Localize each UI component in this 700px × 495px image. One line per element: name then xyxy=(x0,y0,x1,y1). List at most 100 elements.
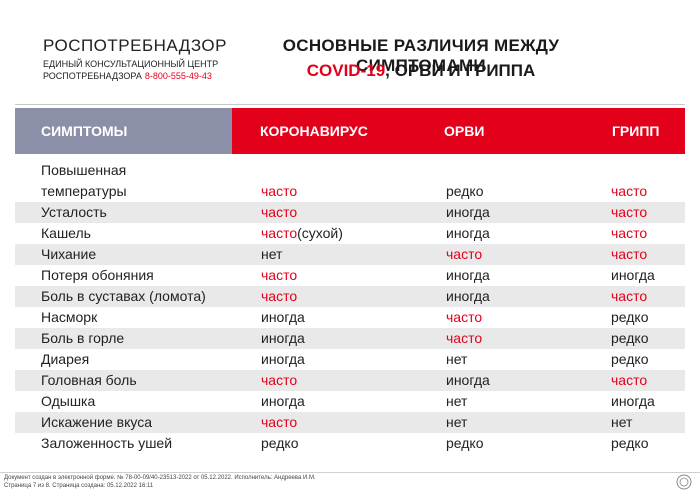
frequency-orvi: часто xyxy=(446,328,482,348)
frequency-orvi: иногда xyxy=(446,202,490,222)
frequency-value: иногда xyxy=(446,267,490,283)
frequency-value: редко xyxy=(446,435,484,451)
frequency-flu: иногда xyxy=(611,265,655,285)
frequency-value: нет xyxy=(446,351,468,367)
frequency-covid: часто xyxy=(261,286,297,306)
frequency-note: (сухой) xyxy=(297,225,343,241)
frequency-value: часто xyxy=(261,183,298,199)
frequency-covid: часто(сухой) xyxy=(261,223,343,243)
column-header-symptoms: СИМПТОМЫ xyxy=(15,108,232,154)
symptom-name-line1: Повышенная xyxy=(41,162,127,178)
symptom-name: температуры xyxy=(41,183,127,199)
frequency-value: нет xyxy=(446,393,468,409)
symptom-name: Головная боль xyxy=(41,372,137,388)
table-row: Искажение вкуса часто нет нет xyxy=(15,412,685,433)
frequency-orvi: нет xyxy=(446,412,467,432)
top-divider xyxy=(15,104,685,105)
frequency-flu: редко xyxy=(611,433,649,453)
frequency-flu: часто xyxy=(611,370,647,390)
frequency-flu: часто xyxy=(611,244,647,264)
column-header-red-band: КОРОНАВИРУС ОРВИ ГРИПП xyxy=(232,108,685,154)
frequency-value: часто xyxy=(261,288,298,304)
table-row: Одышка иногда нет иногда xyxy=(15,391,685,412)
document-footer: Документ создан в электронной форме. № 7… xyxy=(4,474,316,490)
column-label-orvi: ОРВИ xyxy=(444,123,485,139)
frequency-value: иногда xyxy=(446,225,490,241)
table-row: Насморк иногда часто редко xyxy=(15,307,685,328)
table-row: Усталость часто иногда часто xyxy=(15,202,685,223)
frequency-value: иногда xyxy=(261,351,305,367)
symptom-name: Потеря обоняния xyxy=(41,267,154,283)
frequency-value: часто xyxy=(611,246,648,262)
frequency-flu: часто xyxy=(611,223,647,243)
frequency-value: иногда xyxy=(446,372,490,388)
table-row: Боль в суставах (ломота) часто иногда часто xyxy=(15,286,685,307)
frequency-value: иногда xyxy=(446,204,490,220)
frequency-value: редко xyxy=(611,351,649,367)
frequency-covid: редко xyxy=(261,433,299,453)
frequency-value: часто xyxy=(611,183,648,199)
frequency-covid: нет xyxy=(261,244,282,264)
symptom-name: Боль в горле xyxy=(41,330,125,346)
frequency-flu: редко xyxy=(611,307,649,327)
frequency-value: редко xyxy=(261,435,299,451)
frequency-value: часто xyxy=(261,414,298,430)
frequency-covid: часто xyxy=(261,181,297,201)
frequency-orvi: часто xyxy=(446,244,482,264)
frequency-flu: иногда xyxy=(611,391,655,411)
frequency-value: часто xyxy=(261,204,298,220)
page-title-line1: ОСНОВНЫЕ РАЗЛИЧИЯ МЕЖДУ СИМПТОМАМИ xyxy=(282,36,560,75)
symptom-name: Боль в суставах (ломота) xyxy=(41,288,206,304)
frequency-covid: часто xyxy=(261,370,297,390)
table-row: Повышенная температуры часто редко часто xyxy=(15,160,685,202)
frequency-flu: часто xyxy=(611,181,647,201)
frequency-value: часто xyxy=(611,225,648,241)
frequency-covid: часто xyxy=(261,412,297,432)
frequency-value: иногда xyxy=(261,393,305,409)
frequency-orvi: нет xyxy=(446,391,467,411)
frequency-flu: редко xyxy=(611,328,649,348)
frequency-value: нет xyxy=(261,246,283,262)
table-row: Потеря обоняния часто иногда иногда xyxy=(15,265,685,286)
frequency-value: иногда xyxy=(446,288,490,304)
symptom-name: Искажение вкуса xyxy=(41,414,153,430)
frequency-covid: иногда xyxy=(261,328,305,348)
footer-line1: Документ создан в электронной форме. № 7… xyxy=(4,475,316,481)
frequency-value: часто xyxy=(261,267,298,283)
frequency-orvi: иногда xyxy=(446,370,490,390)
frequency-covid: иногда xyxy=(261,391,305,411)
frequency-value: редко xyxy=(446,183,484,199)
table-row: Заложенность ушей редко редко редко xyxy=(15,433,685,454)
page-title-line2: COVID-19, ОРВИ И ГРИППА xyxy=(226,61,616,81)
footer-divider xyxy=(0,472,700,473)
frequency-orvi: нет xyxy=(446,349,467,369)
column-label-covid: КОРОНАВИРУС xyxy=(260,123,368,139)
frequency-value: часто xyxy=(611,204,648,220)
frequency-covid: иногда xyxy=(261,307,305,327)
frequency-value: редко xyxy=(611,435,649,451)
frequency-value: иногда xyxy=(611,267,655,283)
symptom-name: Диарея xyxy=(41,351,90,367)
frequency-value: часто xyxy=(611,288,648,304)
table-row: Кашель часто(сухой) иногда часто xyxy=(15,223,685,244)
frequency-value: редко xyxy=(611,330,649,346)
frequency-value: часто xyxy=(446,246,483,262)
frequency-covid: часто xyxy=(261,265,297,285)
frequency-covid: часто xyxy=(261,202,297,222)
frequency-value: нет xyxy=(611,414,633,430)
column-label-symptoms: СИМПТОМЫ xyxy=(41,123,128,139)
consult-center-line2: РОСПОТРЕБНАДЗОРА 8-800-555-49-43 xyxy=(43,71,212,82)
frequency-value: часто xyxy=(261,225,298,241)
frequency-flu: редко xyxy=(611,349,649,369)
consult-center-line: ЕДИНЫЙ КОНСУЛЬТАЦИОННЫЙ ЦЕНТР xyxy=(43,59,219,69)
symptom-name: Насморк xyxy=(41,309,98,325)
frequency-value: часто xyxy=(446,309,483,325)
symptom-name: Кашель xyxy=(41,225,91,241)
frequency-orvi: редко xyxy=(446,181,484,201)
frequency-value: иногда xyxy=(261,330,305,346)
title-rest: , ОРВИ И ГРИППА xyxy=(385,61,536,80)
frequency-orvi: иногда xyxy=(446,286,490,306)
emblem-icon xyxy=(676,474,692,490)
org-logo: РОСПОТРЕБНАДЗОР xyxy=(43,36,227,55)
frequency-value: иногда xyxy=(261,309,305,325)
